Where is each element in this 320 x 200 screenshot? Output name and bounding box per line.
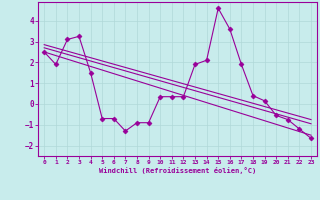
X-axis label: Windchill (Refroidissement éolien,°C): Windchill (Refroidissement éolien,°C) [99,167,256,174]
